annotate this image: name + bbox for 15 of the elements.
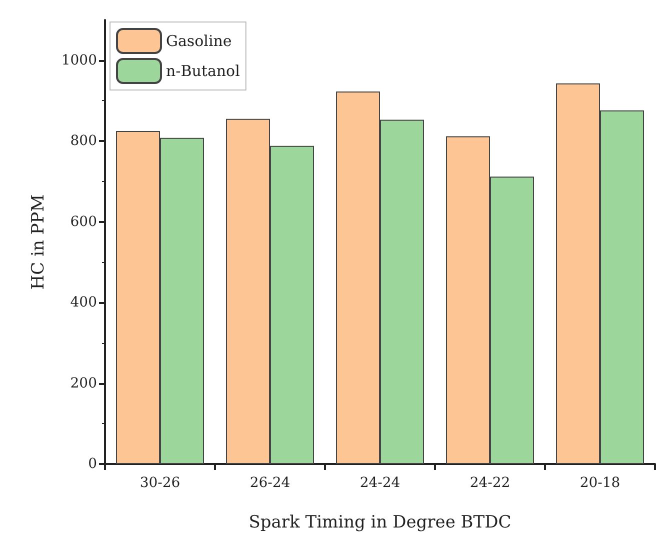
y-tick-label: 200: [70, 375, 97, 392]
legend-label: Gasoline: [166, 32, 232, 50]
y-tick-label: 1000: [61, 52, 97, 68]
y-tick-label: 400: [70, 294, 97, 311]
x-tick-label: 26-24: [250, 475, 290, 491]
y-tick-label: 600: [70, 214, 97, 230]
x-tick-label: 30-26: [140, 475, 180, 491]
x-tick-label: 24-24: [360, 475, 400, 491]
x-axis-title: Spark Timing in Degree BTDC: [248, 512, 512, 532]
y-tick-label: 800: [70, 133, 97, 150]
x-tick-label: 20-18: [580, 475, 620, 491]
x-tick-label: 24-22: [470, 475, 510, 491]
legend-label: n-Butanol: [166, 62, 240, 80]
y-tick-label: 0: [88, 456, 97, 472]
y-axis-title: HC in PPM: [28, 194, 48, 290]
